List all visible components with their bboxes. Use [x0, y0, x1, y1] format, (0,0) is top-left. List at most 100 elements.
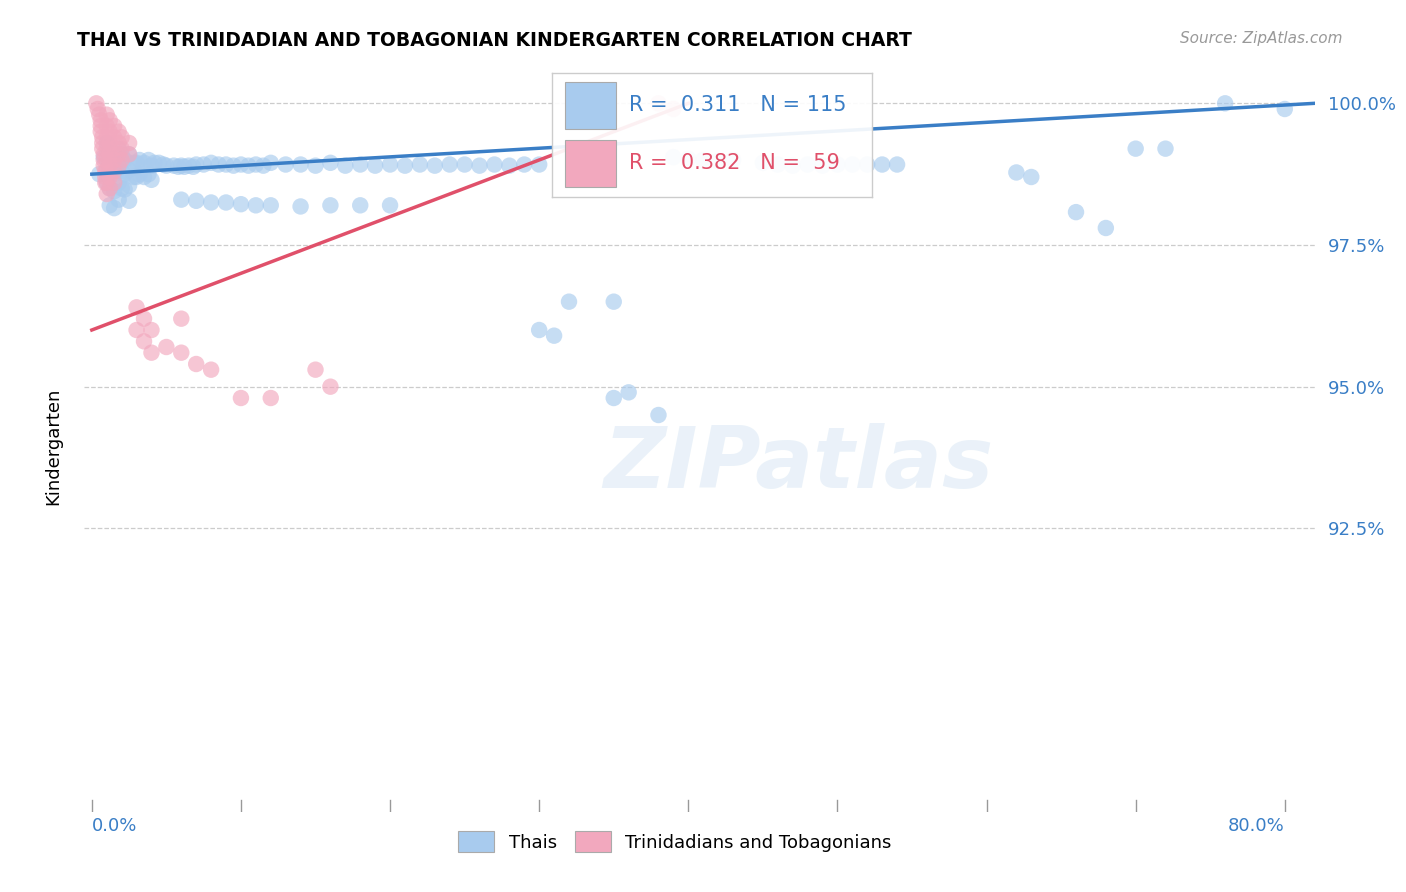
Point — [841, 157, 863, 171]
Point — [132, 311, 155, 326]
Point — [498, 159, 520, 173]
Point — [229, 157, 252, 171]
Point — [721, 153, 744, 167]
Point — [1019, 169, 1042, 184]
Point — [163, 159, 186, 173]
Text: 80.0%: 80.0% — [1227, 817, 1285, 836]
Point — [141, 173, 163, 187]
Point — [93, 159, 115, 173]
Point — [118, 178, 141, 193]
Point — [439, 157, 461, 171]
Point — [128, 153, 150, 167]
Point — [141, 159, 163, 173]
Point — [107, 193, 129, 207]
Point — [91, 142, 114, 156]
Point — [290, 157, 312, 171]
Point — [886, 157, 908, 171]
Point — [319, 156, 342, 170]
Point — [96, 136, 118, 150]
Point — [118, 194, 141, 208]
FancyBboxPatch shape — [565, 140, 616, 187]
Point — [692, 153, 714, 167]
Point — [103, 167, 125, 181]
Point — [103, 150, 125, 164]
Point — [215, 157, 238, 171]
Point — [245, 198, 267, 212]
Point — [678, 152, 700, 166]
Point — [107, 142, 129, 156]
Point — [138, 153, 160, 167]
Point — [170, 311, 193, 326]
Point — [335, 159, 357, 173]
Point — [603, 294, 626, 309]
Point — [155, 159, 177, 173]
Point — [111, 164, 134, 178]
Point — [91, 136, 114, 150]
Point — [107, 159, 129, 173]
Point — [87, 102, 110, 116]
Point — [245, 157, 267, 171]
Point — [148, 156, 170, 170]
Point — [200, 195, 222, 210]
Point — [118, 136, 141, 150]
Point — [103, 184, 125, 198]
Point — [94, 176, 117, 190]
Point — [111, 181, 134, 195]
Point — [304, 362, 326, 376]
Point — [603, 391, 626, 405]
Point — [96, 153, 118, 167]
Point — [527, 323, 550, 337]
Point — [617, 385, 640, 400]
Point — [98, 125, 121, 139]
Point — [118, 163, 141, 178]
Point — [96, 142, 118, 156]
Point — [89, 167, 111, 181]
Point — [96, 108, 118, 122]
Point — [170, 193, 193, 207]
Point — [193, 157, 215, 171]
Point — [118, 147, 141, 161]
Point — [186, 357, 208, 371]
Point — [238, 159, 260, 173]
Point — [378, 157, 401, 171]
Point — [870, 157, 893, 171]
Point — [707, 154, 730, 169]
Point — [319, 379, 342, 393]
Point — [200, 362, 222, 376]
Point — [111, 147, 134, 161]
Point — [98, 181, 121, 195]
Point — [186, 194, 208, 208]
Point — [103, 142, 125, 156]
Point — [647, 408, 669, 422]
Point — [513, 157, 536, 171]
Point — [96, 176, 118, 190]
Point — [107, 136, 129, 150]
Point — [125, 301, 148, 315]
Text: THAI VS TRINIDADIAN AND TOBAGONIAN KINDERGARTEN CORRELATION CHART: THAI VS TRINIDADIAN AND TOBAGONIAN KINDE… — [77, 31, 912, 50]
Point — [96, 186, 118, 201]
Point — [181, 160, 204, 174]
Point — [93, 150, 115, 164]
Legend: Thais, Trinidadians and Tobagonians: Thais, Trinidadians and Tobagonians — [451, 824, 898, 859]
Point — [96, 176, 118, 190]
Point — [274, 157, 297, 171]
Point — [1064, 205, 1087, 219]
Point — [856, 157, 879, 171]
Text: Kindergarten: Kindergarten — [45, 387, 62, 505]
Point — [122, 156, 145, 170]
Point — [222, 159, 245, 173]
Point — [93, 147, 115, 161]
Point — [558, 294, 581, 309]
Point — [96, 119, 118, 133]
Point — [378, 198, 401, 212]
Point — [103, 130, 125, 145]
Point — [215, 195, 238, 210]
Point — [132, 156, 155, 170]
Point — [90, 125, 112, 139]
Point — [96, 164, 118, 178]
Point — [260, 156, 283, 170]
Point — [1154, 142, 1177, 156]
Point — [170, 159, 193, 173]
Point — [114, 167, 136, 181]
Point — [125, 169, 148, 184]
